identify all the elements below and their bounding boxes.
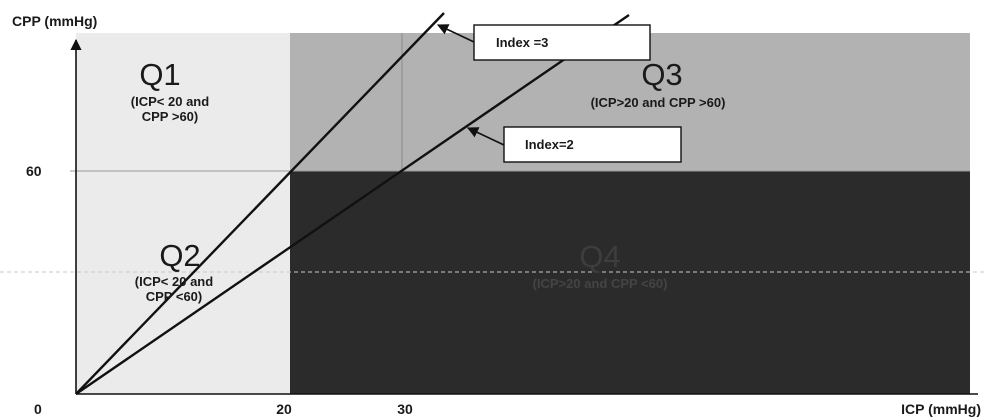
- q1-desc-line1: (ICP< 20 and: [131, 94, 209, 109]
- index-3-line: [75, 12, 445, 395]
- q2-desc-line2: CPP <60): [146, 289, 203, 304]
- q3-desc: (ICP>20 and CPP >60): [591, 95, 726, 110]
- index-3-callout-box: [473, 24, 651, 61]
- index-2-callout-box: [503, 126, 682, 163]
- x-axis-label: ICP (mmHg): [901, 401, 981, 417]
- x-tick-20: 20: [276, 401, 292, 417]
- origin-label: 0: [34, 401, 42, 417]
- index-2-callout-label: Index=2: [525, 137, 574, 152]
- q1-desc-line2: CPP >60): [142, 109, 199, 124]
- q1-title: Q1: [139, 57, 180, 92]
- y-tick-60: 60: [26, 163, 42, 179]
- index-2-line: [75, 14, 630, 395]
- index-2-pointer: [466, 127, 505, 146]
- q2-title: Q2: [159, 238, 200, 273]
- x-tick-30: 30: [397, 401, 413, 417]
- q2-desc-line1: (ICP< 20 and: [135, 274, 213, 289]
- region-low-icp: [76, 33, 290, 394]
- region-q4: [290, 171, 970, 394]
- q4-title: Q4: [579, 239, 620, 274]
- index-3-pointer: [436, 24, 475, 43]
- q4-desc: (ICP>20 and CPP <60): [533, 276, 668, 291]
- q3-title: Q3: [641, 57, 682, 92]
- index-3-callout-label: Index =3: [496, 35, 548, 50]
- y-axis-label: CPP (mmHg): [12, 13, 97, 29]
